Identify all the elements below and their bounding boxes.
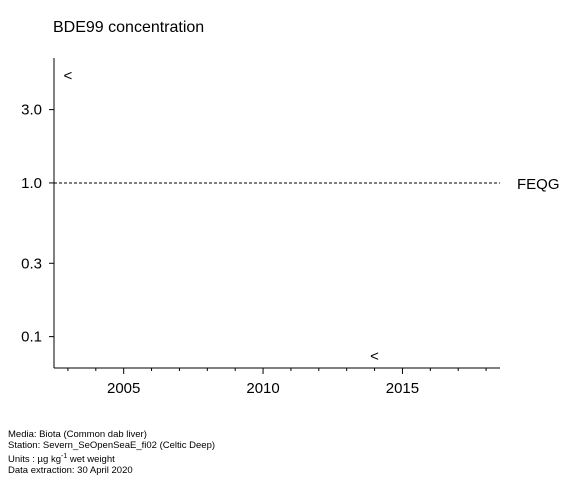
footer-units-prefix: Units : µg kg — [8, 454, 61, 466]
footer-units: Units : µg kg-1 wet weight — [8, 451, 215, 465]
axes: 0.1 0.3 1.0 3.0 2005 2010 2015 — [21, 58, 500, 397]
data-point-marker: < — [64, 68, 73, 85]
footer-station: Station: Severn_SeOpenSeaE_fi02 (Celtic … — [8, 440, 216, 451]
y-tick-label: 0.1 — [21, 329, 42, 346]
y-tick-label: 3.0 — [21, 102, 42, 119]
x-tick-label: 2015 — [386, 380, 419, 397]
reference-line-label: FEQG — [517, 176, 560, 193]
footer-notes: Media: Biota (Common dab liver) Station:… — [8, 429, 215, 476]
data-points: << — [64, 68, 380, 365]
reference-lines: FEQG — [54, 176, 560, 193]
chart-title: BDE99 concentration — [53, 19, 205, 36]
y-tick-label: 1.0 — [21, 175, 42, 192]
data-point-marker: < — [370, 348, 379, 365]
footer-extraction: Data extraction: 30 April 2020 — [8, 465, 133, 477]
x-tick-label: 2005 — [107, 380, 140, 397]
footer-units-suffix: wet weight — [67, 454, 115, 466]
footer-units-exponent: -1 — [61, 453, 68, 460]
footer-media: Media: Biota (Common dab liver) — [8, 429, 147, 440]
y-tick-label: 0.3 — [21, 255, 42, 272]
x-tick-label: 2010 — [246, 380, 279, 397]
